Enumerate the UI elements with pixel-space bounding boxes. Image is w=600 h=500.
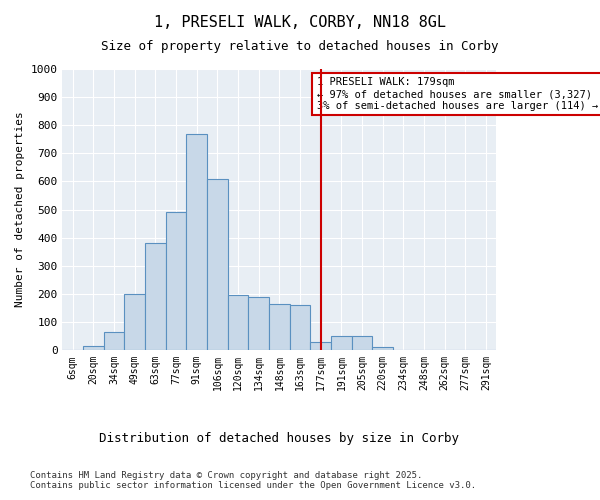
Text: Contains HM Land Registry data © Crown copyright and database right 2025.
Contai: Contains HM Land Registry data © Crown c…	[30, 470, 476, 490]
Bar	[187, 134, 207, 350]
Text: 1, PRESELI WALK, CORBY, NN18 8GL: 1, PRESELI WALK, CORBY, NN18 8GL	[154, 15, 446, 30]
Y-axis label: Number of detached properties: Number of detached properties	[15, 112, 25, 308]
Text: 1 PRESELI WALK: 179sqm
← 97% of detached houses are smaller (3,327)
3% of semi-d: 1 PRESELI WALK: 179sqm ← 97% of detached…	[317, 78, 598, 110]
Bar	[104, 332, 124, 350]
Bar	[207, 178, 228, 350]
Bar	[269, 304, 290, 350]
Bar	[352, 336, 373, 350]
Bar	[290, 305, 310, 350]
X-axis label: Distribution of detached houses by size in Corby: Distribution of detached houses by size …	[100, 432, 460, 445]
Bar	[145, 244, 166, 350]
Bar	[166, 212, 187, 350]
Bar	[248, 297, 269, 350]
Bar	[331, 336, 352, 350]
Text: Size of property relative to detached houses in Corby: Size of property relative to detached ho…	[101, 40, 499, 53]
Bar	[83, 346, 104, 350]
Bar	[373, 348, 393, 350]
Bar	[124, 294, 145, 350]
Bar	[228, 296, 248, 350]
Bar	[310, 342, 331, 350]
